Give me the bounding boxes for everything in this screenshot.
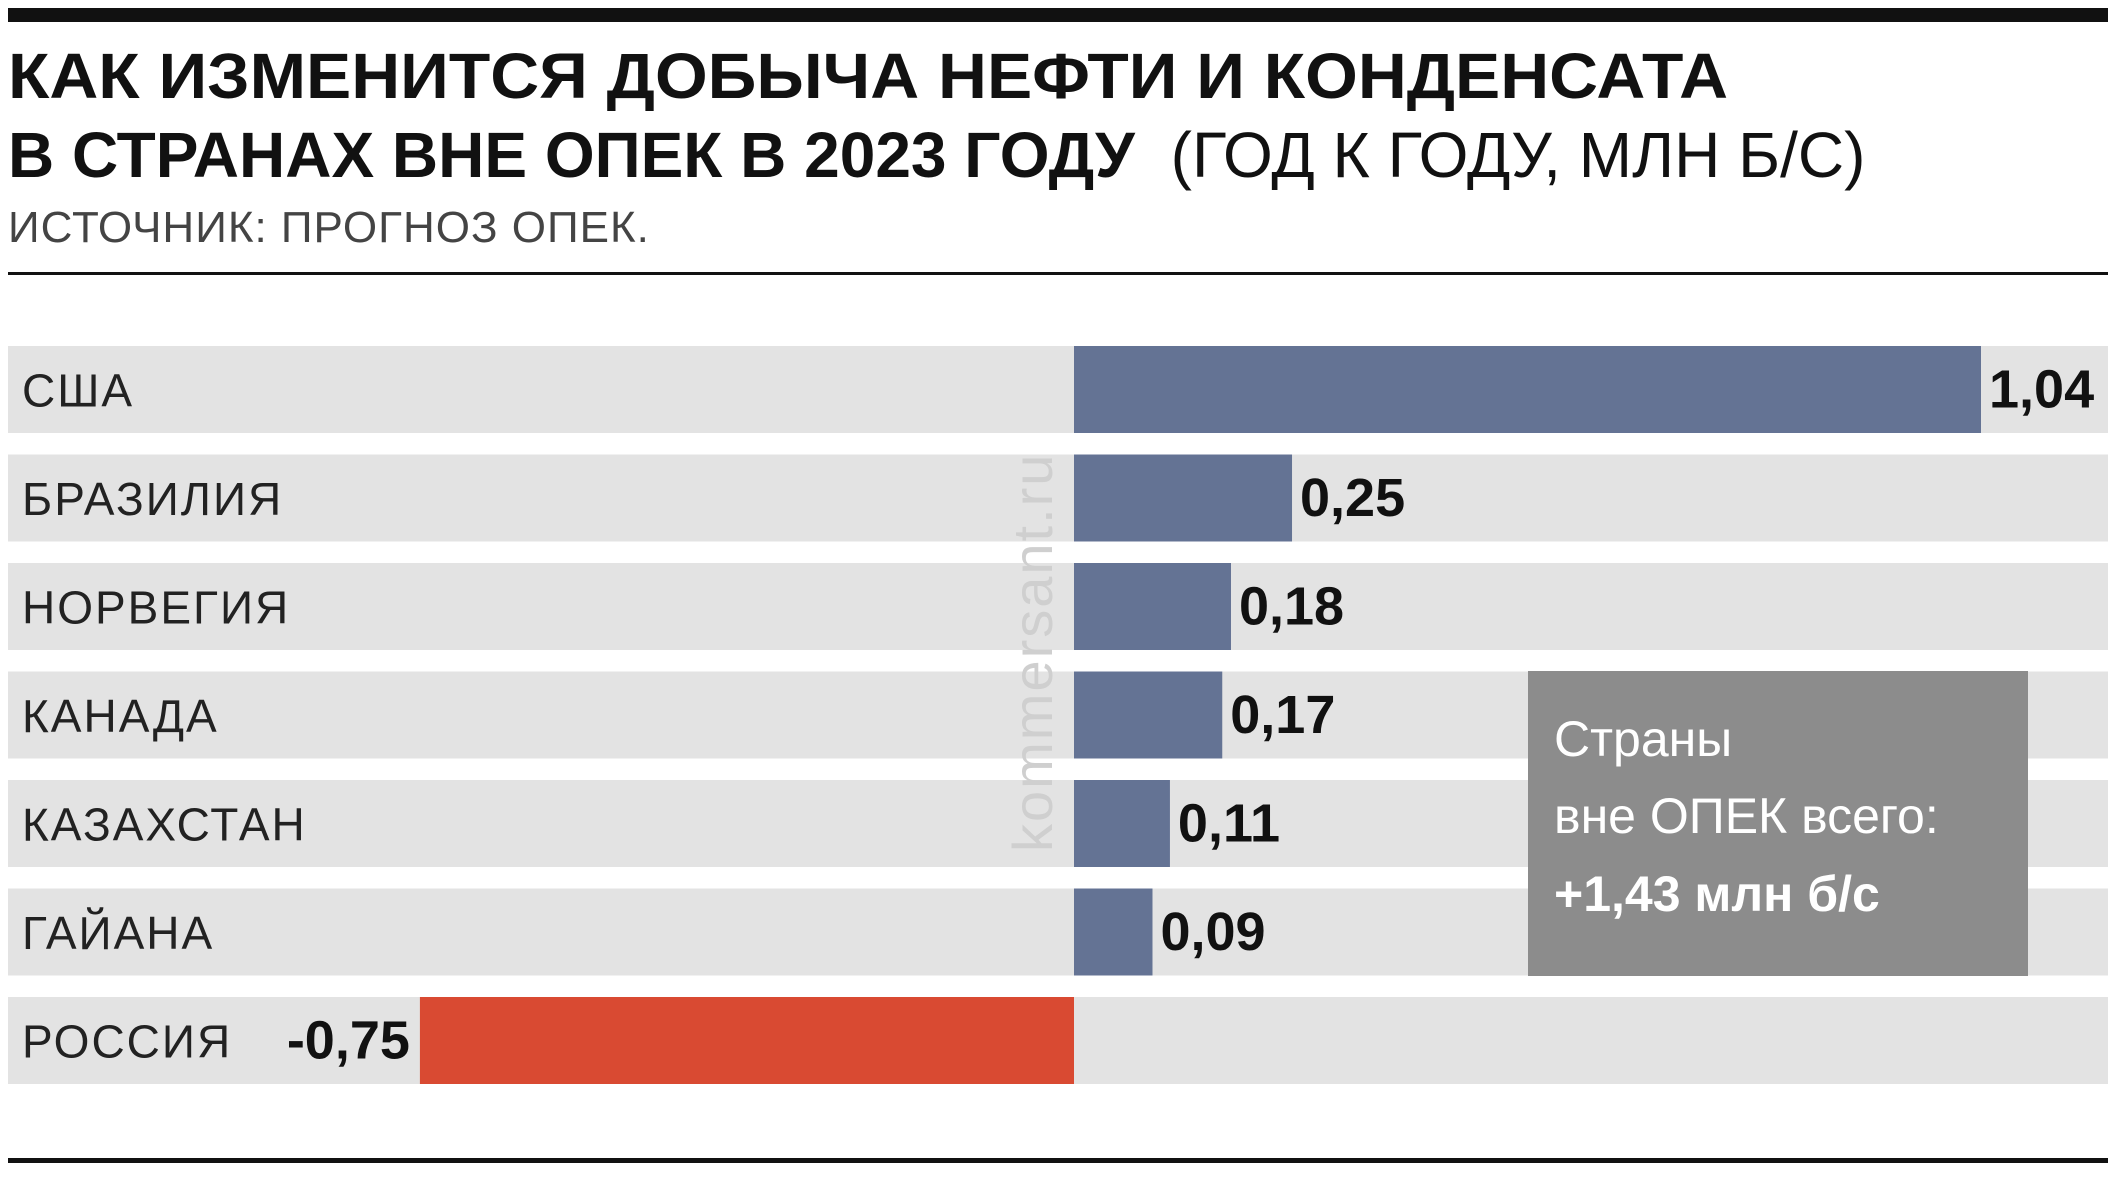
value-label: 0,25 xyxy=(1300,468,1405,528)
bar-positive xyxy=(1074,454,1293,542)
summary-box xyxy=(1528,671,2028,976)
bar-positive xyxy=(1074,346,1981,433)
category-label: США xyxy=(22,365,134,417)
category-label: КАНАДА xyxy=(22,690,219,742)
bar-positive xyxy=(1074,888,1153,976)
watermark: kommersant.ru xyxy=(1001,453,1064,852)
category-label: РОССИЯ xyxy=(22,1016,232,1068)
value-label: -0,75 xyxy=(287,1011,410,1071)
bar-positive xyxy=(1074,563,1231,650)
bar-positive xyxy=(1074,671,1223,759)
title-line1: КАК ИЗМЕНИТСЯ ДОБЫЧА НЕФТИ И КОНДЕНСАТА xyxy=(8,40,1728,112)
row-band xyxy=(8,563,2108,650)
summary-line2: вне ОПЕК всего: xyxy=(1554,788,1939,844)
summary-total: +1,43 млн б/с xyxy=(1554,866,1880,922)
row-band xyxy=(8,454,2108,542)
header-rule xyxy=(8,272,2108,275)
value-label: 0,11 xyxy=(1178,794,1280,854)
value-label: 0,17 xyxy=(1230,685,1335,745)
value-label: 0,18 xyxy=(1239,577,1344,637)
top-rule xyxy=(8,8,2108,22)
summary-line1: Страны xyxy=(1554,711,1732,767)
bar-positive xyxy=(1074,780,1170,867)
category-label: БРАЗИЛИЯ xyxy=(22,473,283,525)
value-label: 1,04 xyxy=(1989,360,2094,420)
category-label: НОРВЕГИЯ xyxy=(22,582,290,634)
bar-negative xyxy=(419,997,1074,1084)
title-line2-row: В СТРАНАХ ВНЕ ОПЕК В 2023 ГОДУ (ГОД К ГО… xyxy=(8,119,1865,191)
value-label: 0,09 xyxy=(1160,902,1265,962)
category-label: КАЗАХСТАН xyxy=(22,799,307,851)
category-label: ГАЙАНА xyxy=(22,907,214,959)
title-line2: В СТРАНАХ ВНЕ ОПЕК В 2023 ГОДУ xyxy=(8,119,1136,191)
bottom-rule xyxy=(8,1158,2108,1163)
source-note: ИСТОЧНИК: ПРОГНОЗ ОПЕК. xyxy=(8,203,650,252)
title-units: (ГОД К ГОДУ, МЛН Б/С) xyxy=(1171,119,1866,191)
